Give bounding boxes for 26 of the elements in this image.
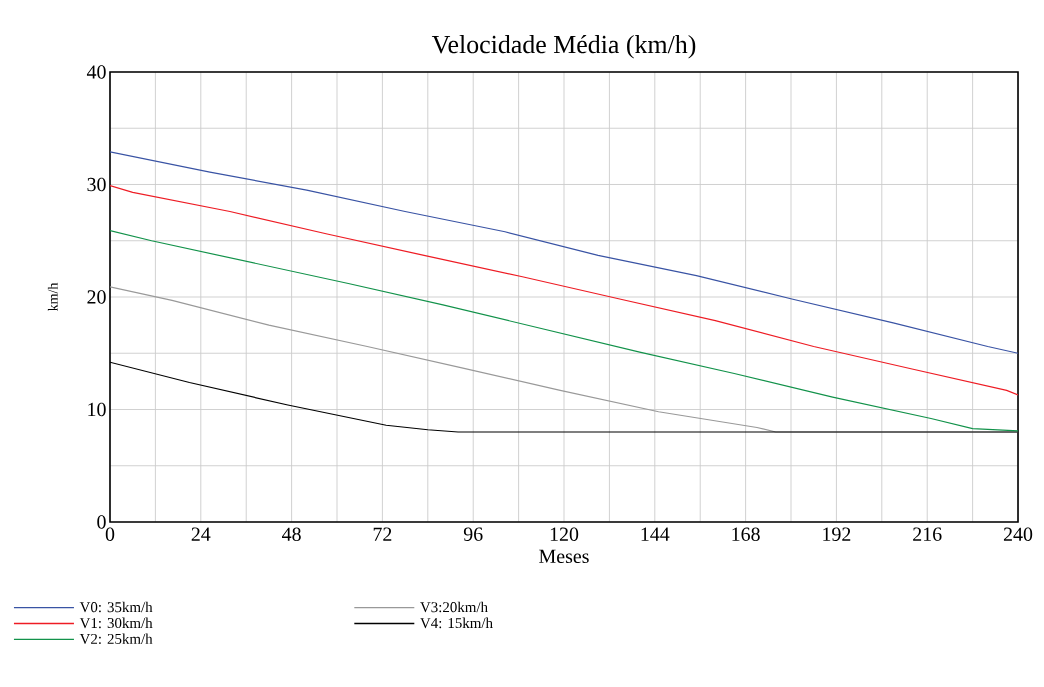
- x-tick-label: 24: [191, 527, 211, 541]
- x-tick-label: 240: [1003, 527, 1033, 541]
- x-tick-label: 216: [913, 527, 942, 541]
- legend-label: V3:20km/h: [420, 601, 488, 613]
- x-tick-label: 72: [373, 527, 392, 541]
- legend-label: V2: 25km/h: [79, 633, 153, 645]
- chart-title: Velocidade Média (km/h): [431, 34, 696, 59]
- x-tick-label: 0: [105, 527, 115, 541]
- legend-label: V4: 15km/h: [420, 617, 493, 629]
- x-axis-title: Meses: [539, 549, 589, 564]
- x-tick-label: 120: [550, 527, 579, 541]
- y-tick-label: 40: [86, 65, 106, 79]
- line-series: [110, 185, 1019, 396]
- y-axis-title: km/h: [47, 282, 58, 312]
- x-tick-label: 48: [282, 527, 301, 541]
- legend-label: V0: 35km/h: [79, 601, 153, 613]
- y-tick-label: 0: [97, 515, 106, 529]
- y-tick-label: 10: [88, 402, 106, 417]
- x-tick-label: 96: [463, 527, 483, 541]
- x-tick-label: 168: [732, 527, 760, 541]
- legend-label: V1: 30km/h: [79, 617, 153, 629]
- y-tick-label: 20: [87, 290, 106, 304]
- x-tick-label: 192: [823, 527, 851, 541]
- y-tick-label: 30: [87, 177, 106, 192]
- x-tick-label: 144: [641, 527, 670, 541]
- line-series: [110, 151, 1019, 354]
